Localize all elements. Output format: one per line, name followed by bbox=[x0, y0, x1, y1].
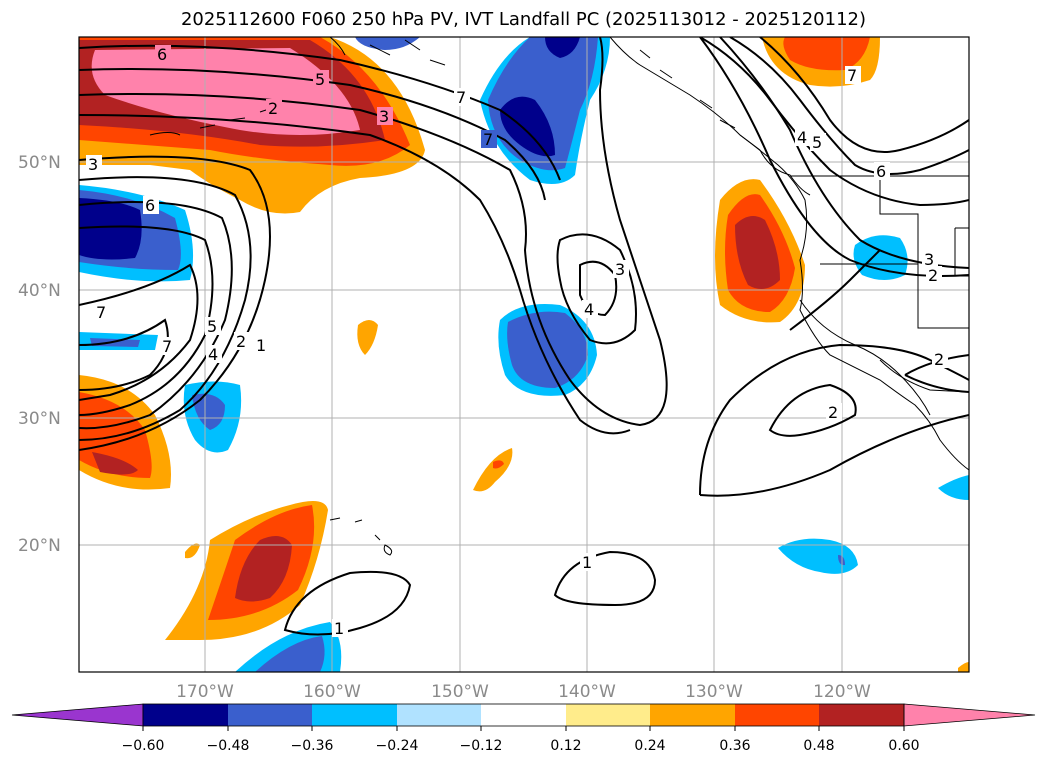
colorbar-bin bbox=[481, 704, 566, 726]
colorbar-tick: −0.12 bbox=[460, 738, 503, 754]
colorbar-extend-high bbox=[903, 703, 1036, 727]
colorbar-bin bbox=[397, 704, 481, 726]
lat-label: 50°N bbox=[18, 153, 61, 173]
colorbar-bin bbox=[228, 704, 312, 726]
colorbar-tick: −0.24 bbox=[376, 738, 419, 754]
pv-negative-e-cyan bbox=[853, 235, 908, 280]
colorbar-bin bbox=[312, 704, 397, 726]
contour-label: 7 bbox=[483, 130, 493, 149]
contour-label: 1 bbox=[582, 553, 592, 572]
pv-shading bbox=[79, 37, 969, 672]
lon-labels: 170°W 160°W 150°W 140°W 130°W 120°W bbox=[176, 682, 871, 702]
ivt-contours bbox=[79, 37, 969, 636]
contour-label: 3 bbox=[615, 260, 625, 279]
pv-positive-small-1 bbox=[357, 320, 378, 355]
contour-label: 2 bbox=[828, 403, 838, 422]
pv-negative-n-navy bbox=[500, 96, 555, 157]
lon-label: 130°W bbox=[685, 682, 743, 702]
colorbar-tick: 0.12 bbox=[550, 738, 581, 754]
colorbar-frame bbox=[142, 703, 905, 727]
contour-label: 5 bbox=[812, 133, 822, 152]
contour-label: 7 bbox=[162, 337, 172, 356]
lat-label: 40°N bbox=[18, 281, 61, 301]
pv-negative-c-blue bbox=[507, 311, 588, 388]
contour-label: 4 bbox=[797, 128, 807, 147]
colorbar-extend-low bbox=[11, 703, 144, 727]
contour-label: 2 bbox=[236, 332, 246, 351]
colorbar-tick: −0.48 bbox=[207, 738, 250, 754]
contour-label: 2 bbox=[268, 99, 278, 118]
lon-label: 170°W bbox=[176, 682, 234, 702]
contour-label: 6 bbox=[157, 45, 167, 64]
pv-positive-s-darkred bbox=[235, 536, 292, 602]
contour-label: 7 bbox=[456, 88, 466, 107]
contour-label: 5 bbox=[315, 70, 325, 89]
contour-label: 6 bbox=[876, 162, 886, 181]
contour-label: 3 bbox=[924, 250, 934, 269]
contour-label: 1 bbox=[334, 619, 344, 638]
plot-frame bbox=[78, 36, 970, 673]
contour-label: 4 bbox=[584, 300, 594, 319]
lat-label: 20°N bbox=[18, 536, 61, 556]
pv-positive-ne-red bbox=[783, 37, 870, 71]
colorbar-tick: −0.36 bbox=[291, 738, 334, 754]
contour-label: 1 bbox=[256, 336, 266, 355]
colorbar-bin bbox=[650, 704, 735, 726]
colorbar-tick: 0.48 bbox=[803, 738, 834, 754]
pv-positive-small-2 bbox=[473, 448, 513, 492]
contour-label: 3 bbox=[88, 155, 98, 174]
contour-label: 2 bbox=[928, 266, 938, 285]
colorbar: −0.60 −0.48 −0.36 −0.24 −0.12 0.12 0.24 … bbox=[11, 703, 1036, 754]
pv-positive-e-darkred bbox=[735, 216, 780, 289]
colorbar-tick: −0.60 bbox=[122, 738, 165, 754]
contour-label: 2 bbox=[934, 350, 944, 369]
contour-label: 5 bbox=[207, 317, 217, 336]
lon-label: 140°W bbox=[558, 682, 616, 702]
colorbar-tick: 0.60 bbox=[888, 738, 919, 754]
contour-labels: 6 5 2 3 7 3 6 7 7 5 4 2 1 7 3 4 7 4 5 bbox=[86, 45, 948, 638]
contour-label: 6 bbox=[145, 196, 155, 215]
map-title: 2025112600 F060 250 hPa PV, IVT Landfall… bbox=[180, 9, 867, 30]
colorbar-tick: 0.36 bbox=[719, 738, 750, 754]
lon-label: 160°W bbox=[303, 682, 361, 702]
colorbar-bin bbox=[566, 704, 650, 726]
lon-label: 120°W bbox=[813, 682, 871, 702]
lat-labels: 50°N 40°N 30°N 20°N bbox=[18, 153, 61, 556]
colorbar-bin bbox=[735, 704, 819, 726]
colorbar-bin bbox=[819, 704, 904, 726]
colorbar-tick: 0.24 bbox=[634, 738, 665, 754]
pv-negative-se-cyan bbox=[778, 538, 858, 574]
lon-label: 150°W bbox=[431, 682, 489, 702]
pv-negative-w-navy bbox=[79, 198, 142, 260]
colorbar-bin bbox=[143, 704, 228, 726]
gridlines bbox=[79, 37, 969, 672]
contour-label: 7 bbox=[847, 66, 857, 85]
pv-positive-sw-darkred bbox=[92, 452, 138, 475]
contour-label: 7 bbox=[96, 303, 106, 322]
contour-label: 4 bbox=[208, 345, 218, 364]
contour-label: 3 bbox=[379, 107, 389, 126]
coastlines bbox=[149, 37, 969, 556]
lat-label: 30°N bbox=[18, 409, 61, 429]
